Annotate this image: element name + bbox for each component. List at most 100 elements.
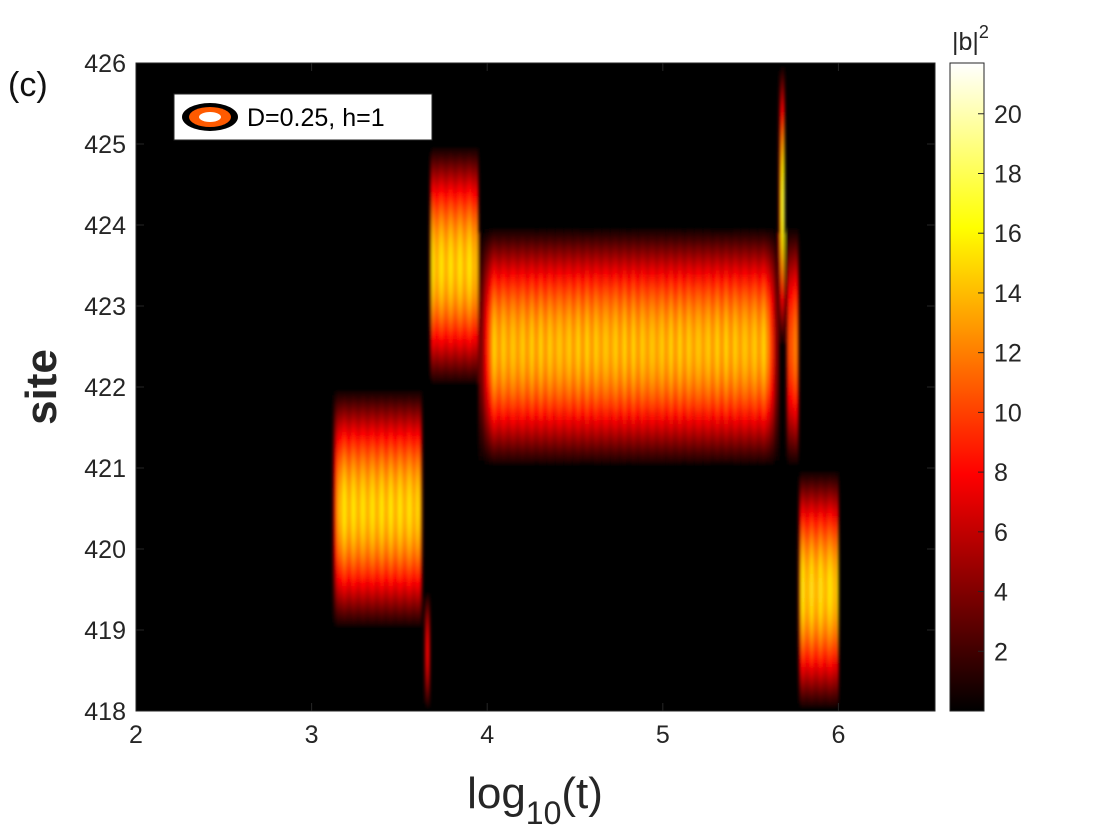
heat-cell [345,472,349,477]
heat-cell [421,581,423,587]
heat-cell [467,374,470,380]
heat-cell [408,500,412,506]
heat-cell [404,399,408,404]
heat-cell [414,459,418,465]
heat-cell [408,411,412,416]
heat-cell [462,164,466,169]
heat-cell [441,265,445,271]
heat-cell [395,500,399,506]
heat-cell [355,411,359,416]
heat-cell [355,439,359,445]
heat-cell [437,265,441,271]
heat-cell [495,455,498,461]
heat-cell [493,346,496,352]
heat-cell [372,577,376,582]
heat-cell [372,403,376,408]
heat-cell [372,455,376,461]
heat-cell [429,220,432,226]
heat-cell [336,516,340,522]
heat-cell [419,581,422,587]
heat-cell [372,411,376,416]
heat-cell [360,407,363,412]
heat-cell [477,314,480,319]
heat-cell [458,245,462,250]
heat-cell [493,427,496,433]
heat-cell [435,220,439,226]
heat-cell [454,200,458,206]
heat-cell [448,160,451,165]
heat-cell [473,362,477,368]
heat-cell [452,338,456,344]
heat-cell [349,419,353,425]
heat-cell [444,257,447,263]
heat-cell [439,281,443,287]
heat-cell [383,621,386,627]
heat-cell [495,366,498,372]
heat-cell [462,273,466,279]
heat-cell [379,549,382,554]
heat-cell [480,237,484,242]
heat-cell [364,573,367,578]
heat-cell [332,609,336,615]
heat-cell [431,374,435,380]
heat-cell [408,561,412,566]
heat-cell [448,342,451,348]
heat-cell [439,358,443,364]
heat-cell [355,516,359,522]
heat-cell [450,330,454,335]
heat-cell [431,229,435,234]
heat-cell [360,524,363,530]
heat-cell [454,354,458,360]
heat-cell [439,326,443,331]
heat-cell [480,435,484,441]
heat-cell [374,565,378,570]
heat-cell [419,435,422,441]
heat-cell [412,395,416,400]
heat-cell [448,281,451,287]
heat-cell [448,212,451,218]
heat-cell [408,451,412,457]
heat-cell [458,277,462,283]
heat-cell [448,168,451,173]
heat-cell [491,277,494,283]
heat-cell [426,658,429,663]
heat-cell [370,407,374,412]
heat-cell [414,500,418,506]
heat-cell [467,164,470,169]
heat-cell [499,334,503,339]
heat-cell [402,544,405,550]
heat-cell [460,233,464,238]
heat-cell [488,326,492,331]
heat-cell [437,318,441,323]
heat-cell [351,496,355,501]
heat-cell [395,532,399,538]
heat-cell [391,601,395,607]
heat-cell [493,237,496,242]
heat-cell [372,589,376,595]
heat-cell [416,577,420,582]
heat-cell [467,233,470,238]
heat-cell [488,253,492,258]
heat-cell [426,630,429,635]
heat-cell [448,216,451,222]
heat-cell [412,577,416,582]
heat-cell [376,573,380,578]
heat-cell [439,354,443,360]
heat-cell [462,261,466,267]
heat-cell [456,176,460,182]
heat-cell [493,391,496,396]
heat-cell [441,354,445,360]
heat-cell [362,621,365,627]
heat-cell [421,609,423,615]
heat-cell [400,455,403,461]
heat-cell [469,334,473,339]
heat-cell [334,472,338,477]
heat-cell [499,257,503,263]
heat-cell [433,322,437,327]
heat-cell [385,617,389,623]
heat-cell [471,354,475,360]
heat-cell [341,621,344,627]
heat-cell [360,597,363,603]
heat-cell [334,549,338,554]
heat-cell [480,293,484,299]
